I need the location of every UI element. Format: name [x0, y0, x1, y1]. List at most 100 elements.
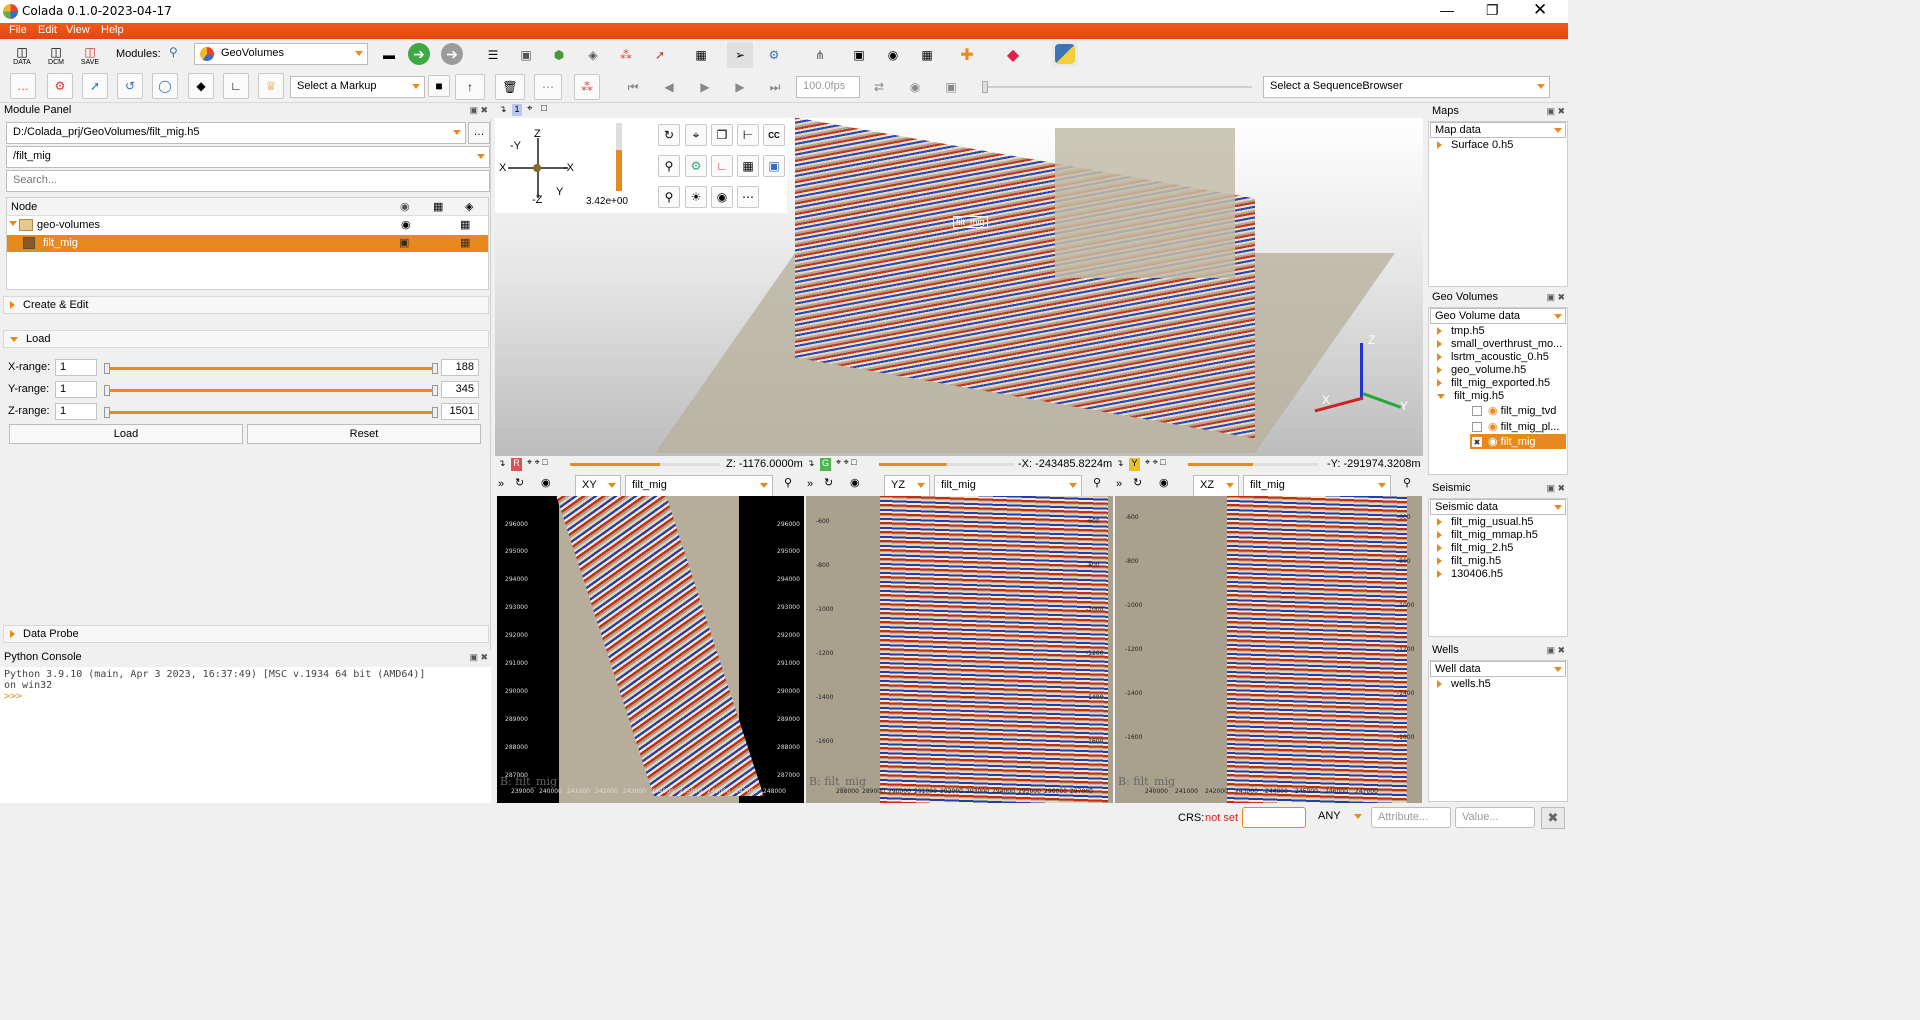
link-icon[interactable]: ↻ — [515, 477, 525, 489]
plane-select-red[interactable]: XY — [575, 475, 621, 497]
markup-select[interactable]: Select a Markup — [290, 76, 425, 98]
data-button[interactable]: ◫ DATA — [13, 44, 31, 66]
slice-image-red[interactable]: 296000 295000 294000 293000 292000 29100… — [497, 496, 804, 803]
volume-cube-icon[interactable]: ▣ — [520, 48, 532, 62]
data-probe-section[interactable]: Data Probe — [3, 625, 489, 643]
eye-icon[interactable]: ◉ — [850, 477, 860, 489]
camera-icon[interactable]: ◉ — [887, 48, 899, 62]
maps-combo[interactable]: Map data — [1430, 122, 1566, 138]
line-markup-icon[interactable]: ⚙ — [47, 73, 73, 99]
geovolume-item[interactable]: tmp.h5 — [1437, 325, 1485, 337]
file-path-select[interactable]: D:/Colada_prj/GeoVolumes/filt_mig.h5 — [6, 122, 466, 144]
zoom-icon[interactable]: ⚲ — [1403, 477, 1412, 489]
checkbox[interactable] — [1472, 422, 1482, 433]
zoom-icon[interactable]: ⚲ — [1093, 477, 1102, 489]
maps-item[interactable]: Surface 0.h5 — [1437, 139, 1513, 151]
layers-column-icon[interactable]: ◈ — [465, 201, 474, 213]
geovolume-child-item[interactable]: ◉ filt_mig_tvd — [1472, 404, 1556, 417]
checkbox[interactable] — [1472, 406, 1482, 417]
dcm-button[interactable]: ◫ DCM — [48, 44, 64, 66]
save-button[interactable]: ◫ SAVE — [80, 44, 100, 66]
ruler-icon[interactable]: ⊢ — [737, 124, 759, 146]
geovolume-item[interactable]: geo_volume.h5 — [1437, 364, 1526, 376]
layout-icon[interactable]: ▦ — [695, 48, 707, 62]
back-arrow-icon[interactable]: ➔ — [406, 41, 432, 67]
fps-spinbox[interactable]: 100.0fps — [796, 76, 860, 98]
geovolume-item[interactable]: small_overthrust_mo... — [1437, 338, 1562, 350]
first-frame-icon[interactable]: ⏮ — [627, 79, 639, 94]
snapshot-icon[interactable]: ▣ — [945, 80, 957, 94]
center-view-icon[interactable]: ⌖ — [527, 103, 533, 114]
volume-select-yellow[interactable]: filt_mig — [1243, 475, 1391, 497]
z-range-min[interactable]: 1 — [55, 403, 97, 420]
point-list-icon[interactable]: … — [10, 73, 36, 99]
light-icon[interactable]: ☀ — [685, 186, 707, 208]
geovolume-item[interactable]: filt_mig.h5 — [1437, 390, 1504, 402]
rotate-icon[interactable]: ↻ — [658, 124, 680, 146]
place-mode-icon[interactable]: ↑ — [455, 74, 485, 100]
seismic-combo[interactable]: Seismic data — [1430, 499, 1566, 515]
more-options-icon[interactable]: ⋯ — [534, 74, 562, 100]
plane-markup-icon[interactable]: ◯ — [152, 73, 178, 99]
prev-frame-icon[interactable]: ◀ — [664, 80, 674, 94]
search-input[interactable]: Search... — [6, 170, 490, 192]
visibility-eye-icon[interactable]: ◉ — [401, 219, 411, 231]
minimize-button[interactable]: — — [1440, 2, 1454, 18]
data-list-icon[interactable]: ☰ — [487, 48, 499, 62]
python-console[interactable]: Python 3.9.10 (main, Apr 3 2023, 16:37:4… — [0, 667, 491, 803]
slice-image-yellow[interactable]: -600 -800 -1000 -1200 -1400 -1600 -600 -… — [1115, 496, 1422, 803]
last-frame-icon[interactable]: ⏭ — [769, 79, 781, 94]
view-more-icon[interactable]: ⋯ — [737, 186, 759, 208]
well-markup-icon[interactable]: ♕ — [258, 73, 284, 99]
checkbox-checked[interactable]: ✖ — [1472, 437, 1482, 448]
forward-arrow-icon[interactable]: ➔ — [439, 41, 465, 67]
angle-markup-icon[interactable]: ∟ — [223, 73, 249, 99]
seismic-item[interactable]: 130406.h5 — [1437, 568, 1503, 580]
box-icon[interactable]: ❐ — [711, 124, 733, 146]
link-icon[interactable]: ↻ — [1133, 477, 1143, 489]
slice-offset-slider-red[interactable] — [570, 463, 720, 466]
grid-icon[interactable]: ▦ — [460, 237, 471, 249]
module-search-icon[interactable]: ⚲ — [169, 45, 178, 59]
render-options-icon[interactable]: ▦ — [921, 48, 933, 62]
points-toggle-icon[interactable]: ⁂ — [574, 74, 600, 100]
pin-icon[interactable]: ↴ — [499, 104, 507, 114]
attribute-filter-select[interactable]: ANY — [1312, 807, 1366, 828]
eye-icon[interactable]: ◉ — [541, 477, 551, 489]
cc-icon[interactable]: CC — [763, 124, 785, 146]
x-range-min[interactable]: 1 — [55, 359, 97, 376]
wells-combo[interactable]: Well data — [1430, 661, 1566, 677]
slice-offset-slider-yellow[interactable] — [1188, 463, 1318, 466]
zoom-fit-icon[interactable]: ⚙ — [685, 155, 707, 177]
module-history-icon[interactable]: ▬ — [383, 48, 395, 62]
clear-filter-button[interactable]: ✖ — [1541, 807, 1565, 829]
plane-select-yellow[interactable]: XZ — [1193, 475, 1239, 497]
closed-curve-icon[interactable]: ↺ — [117, 73, 143, 99]
browse-button[interactable]: … — [468, 122, 490, 144]
module-select[interactable]: GeoVolumes — [194, 43, 368, 65]
loop-icon[interactable]: ⇄ — [873, 80, 885, 94]
y-range-min[interactable]: 1 — [55, 381, 97, 398]
crs-input[interactable] — [1242, 807, 1306, 828]
close-window-button[interactable]: ✕ — [1533, 0, 1548, 19]
models-icon[interactable]: ⬢ — [553, 48, 565, 62]
markups-icon[interactable]: ⁂ — [620, 48, 632, 62]
seismic-item[interactable]: filt_mig_usual.h5 — [1437, 516, 1534, 528]
plane-select-green[interactable]: YZ — [884, 475, 930, 497]
y-range-slider[interactable] — [104, 389, 436, 392]
fiducial-place-icon[interactable]: ✚ — [960, 47, 974, 64]
stereo-icon[interactable]: ▦ — [737, 155, 759, 177]
python-icon[interactable] — [1052, 41, 1078, 67]
window-level-icon[interactable]: ⚙ — [768, 48, 780, 62]
slice-offset-slider-green[interactable] — [879, 463, 1014, 466]
volume-select-red[interactable]: filt_mig — [625, 475, 773, 497]
create-edit-section[interactable]: Create & Edit — [3, 296, 489, 314]
eye-icon[interactable]: ◉ — [711, 186, 733, 208]
maximize-view-icon[interactable]: □ — [541, 103, 548, 114]
menu-edit[interactable]: Edit — [38, 24, 57, 36]
z-range-slider[interactable] — [104, 411, 436, 414]
zoom-spinbox[interactable]: 3.42e+00 — [586, 196, 628, 207]
maximize-button[interactable]: ❐ — [1486, 2, 1499, 18]
geovolumes-combo[interactable]: Geo Volume data — [1430, 308, 1566, 324]
geovolume-child-item-selected[interactable]: ✖ ◉ filt_mig — [1470, 434, 1566, 449]
